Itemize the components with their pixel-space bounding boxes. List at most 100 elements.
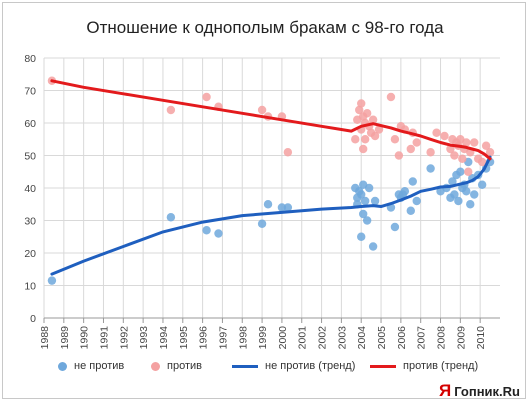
y-tick-label: 40 [24,183,36,195]
watermark-mark: Я [438,381,452,400]
point-protiv [481,141,491,150]
point-protiv [432,128,441,137]
x-tick-label: 2005 [376,326,388,350]
point-ne-protiv [364,183,374,193]
watermark-text: Гопник.Ru [454,384,520,399]
point-ne-protiv [408,177,417,186]
legend-label: не против (тренд) [265,360,356,372]
point-protiv [368,115,378,124]
x-axis: 1988 1989 1990 1991 1992 1993 1994 1995 1996 1997… [39,317,500,350]
data-points [47,76,495,285]
x-tick-label: 2002 [317,326,329,350]
x-tick-label: 1988 [39,326,51,350]
point-protiv [386,92,396,102]
point-protiv [406,144,415,154]
x-tick-label: 1996 [198,326,210,350]
point-protiv [362,109,372,118]
x-tick-label: 2000 [277,326,289,350]
chart-title: Отношение к однополым бракам с 98-го год… [86,18,444,37]
trend-line-ne-protiv [50,155,492,276]
point-ne-protiv [412,196,421,206]
point-ne-protiv [477,180,487,189]
y-tick-label: 10 [24,281,36,293]
legend-line-icon [370,364,396,368]
point-protiv [390,135,400,144]
point-protiv [450,151,459,160]
point-ne-protiv [448,177,457,186]
legend-item-protiv-trend: против (тренд) [370,360,478,372]
watermark: Я Гопник.Ru [439,381,520,401]
y-tick-label: 30 [24,216,36,228]
point-ne-protiv [283,203,293,212]
point-protiv [360,135,370,144]
point-ne-protiv [400,187,410,196]
point-ne-protiv [470,190,479,199]
x-tick-label: 1992 [118,326,130,350]
y-tick-label: 80 [24,53,36,65]
point-ne-protiv [390,222,400,232]
point-protiv [462,138,471,147]
point-protiv [357,99,366,108]
point-ne-protiv [362,216,372,225]
point-ne-protiv [359,209,368,219]
point-protiv [470,138,479,147]
y-axis: 0 10 20 30 40 50 60 70 80 [24,53,36,325]
y-tick-label: 20 [24,248,36,260]
legend-item-ne-protiv-trend: не против (тренд) [232,360,355,372]
legend: не против против не против (тренд) проти… [0,360,530,380]
x-tick-label: 1998 [237,326,249,350]
point-ne-protiv [426,164,435,173]
point-protiv [477,157,487,167]
point-protiv [166,105,176,115]
point-ne-protiv [166,213,176,222]
point-ne-protiv [456,167,465,176]
point-ne-protiv [202,226,211,235]
legend-dot-icon [151,361,160,371]
x-tick-label: 1990 [79,326,91,350]
y-tick-label: 70 [24,86,36,98]
x-tick-label: 2008 [436,326,448,350]
point-protiv [446,144,455,154]
point-ne-protiv [370,196,380,206]
point-protiv [283,148,293,157]
legend-dot-icon [58,361,67,371]
point-ne-protiv [462,187,471,196]
point-protiv [359,144,368,154]
x-tick-label: 1991 [98,326,110,350]
grid [43,57,500,319]
point-ne-protiv [277,203,287,212]
x-tick-label: 2010 [475,326,487,350]
point-ne-protiv [47,276,57,285]
trend-line-protiv [50,79,492,161]
point-protiv [426,148,435,157]
x-tick-label: 1997 [217,326,229,350]
point-protiv [464,167,473,176]
x-tick-label: 1989 [59,326,71,350]
legend-item-ne-protiv: не против [58,360,124,372]
x-tick-label: 2006 [396,326,408,350]
point-protiv [394,151,404,160]
point-ne-protiv [454,196,463,206]
point-ne-protiv [368,242,378,251]
x-tick-label: 2004 [356,326,368,350]
point-protiv [440,131,449,141]
point-protiv [370,131,380,141]
point-protiv [458,154,467,163]
point-protiv [485,148,495,157]
x-tick-label: 1994 [158,326,170,350]
legend-label: не против [74,360,125,372]
chart-frame [2,2,526,399]
legend-label: против (тренд) [403,360,479,372]
x-tick-label: 1999 [257,326,269,350]
trend-lines [50,79,492,276]
point-ne-protiv [214,229,223,238]
legend-line-icon [232,364,258,368]
x-tick-label: 2007 [416,326,428,350]
legend-item-protiv: против [151,360,202,372]
point-protiv [355,105,364,115]
x-tick-label: 2001 [297,326,309,350]
x-tick-label: 1993 [138,326,150,350]
point-protiv [257,105,267,115]
x-tick-label: 1995 [178,326,190,350]
